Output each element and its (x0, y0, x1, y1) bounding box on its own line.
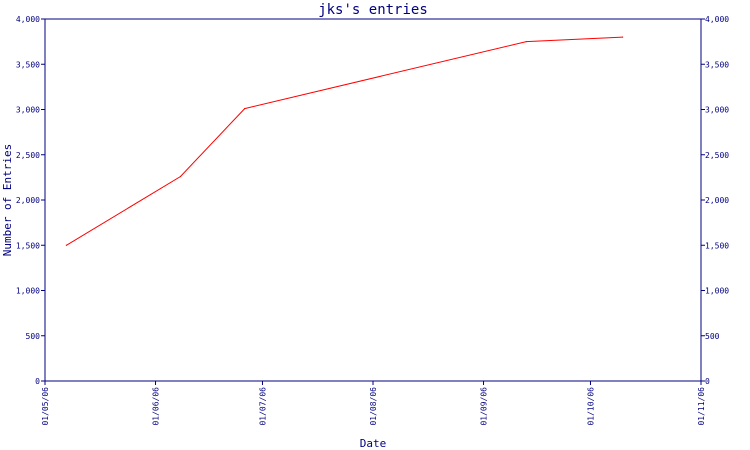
y-tick-label-left: 1,000 (16, 287, 40, 296)
plot-area-frame (44, 18, 702, 382)
y-tick-label-right: 4,000 (705, 15, 729, 24)
series-line (66, 36, 623, 246)
y-axis-left: 0 500 1,000 1,500 2,000 2,500 3,000 3,500 4,000 (16, 15, 45, 386)
y-tick-label-left: 500 (26, 332, 41, 341)
x-tick-label: 01/06/06 (152, 387, 161, 426)
y-tick-label-left: 2,000 (16, 196, 40, 205)
x-tick-label: 01/09/06 (480, 387, 489, 426)
x-axis: 01/05/06 01/06/06 01/07/06 01/08/06 01/09/06… (41, 381, 706, 426)
y-tick-label-left: 3,000 (16, 106, 40, 115)
y-axis-right: 0 500 1,000 1,500 2,000 2,500 3,000 3,500 4,000 (701, 15, 729, 386)
x-tick-label: 01/05/06 (41, 387, 50, 426)
y-tick-label-right: 2,500 (705, 151, 729, 160)
x-axis-label: Date (360, 437, 387, 450)
x-tick-label: 01/10/06 (586, 387, 595, 426)
y-tick-label-left: 3,500 (16, 60, 40, 69)
x-tick-label: 01/07/06 (258, 387, 267, 426)
y-tick-label-right: 1,000 (705, 287, 729, 296)
chart-title: jks's entries (318, 2, 428, 18)
y-tick-label-left: 4,000 (16, 15, 40, 24)
series-point (621, 36, 624, 38)
y-tick-label-left: 2,500 (16, 151, 40, 160)
y-tick-label-right: 3,000 (705, 106, 729, 115)
series-point (65, 244, 67, 246)
y-axis-label: Number of Entries (1, 144, 14, 257)
y-tick-label-right: 1,500 (705, 241, 729, 250)
series-point (244, 107, 246, 110)
y-tick-label-left: 1,500 (16, 241, 40, 250)
series-point (525, 41, 527, 43)
series-point (179, 175, 182, 178)
y-tick-label-right: 3,500 (705, 60, 729, 69)
y-tick-label-left: 0 (35, 377, 40, 386)
y-tick-label-right: 2,000 (705, 196, 729, 205)
x-tick-label: 01/08/06 (369, 387, 378, 426)
y-tick-label-right: 500 (705, 332, 720, 341)
series-layer (65, 36, 624, 246)
y-tick-label-right: 0 (705, 377, 710, 386)
x-tick-label: 01/11/06 (697, 387, 706, 426)
